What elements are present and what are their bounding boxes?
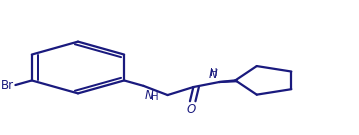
Text: H: H: [151, 92, 159, 102]
Text: Br: Br: [1, 79, 14, 92]
Text: O: O: [186, 103, 196, 116]
Text: H: H: [210, 68, 218, 78]
Text: N: N: [209, 68, 218, 81]
Text: N: N: [144, 89, 153, 102]
